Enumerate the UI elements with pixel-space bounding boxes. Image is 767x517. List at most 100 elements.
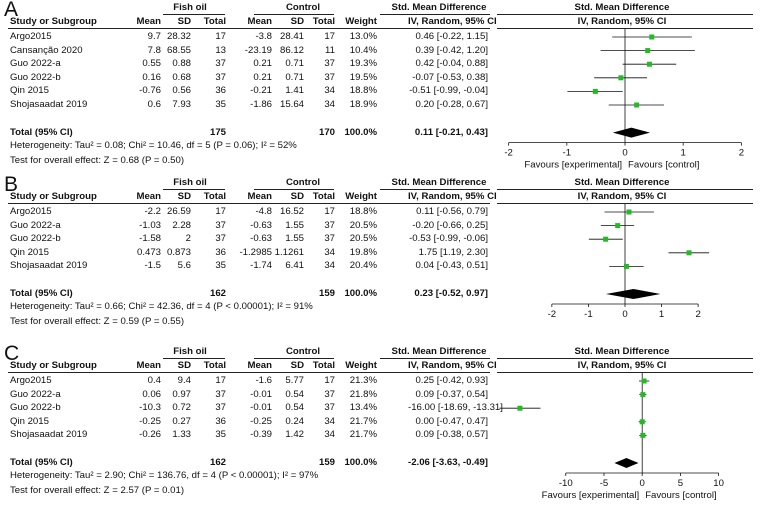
study-t-mean: -1.03 [139, 219, 161, 231]
effect-marker [649, 34, 655, 40]
study-t-total: 36 [215, 85, 226, 97]
study-ci-text: 0.20 [-0.28, 0.67] [415, 99, 488, 110]
study-name: Qin 2015 [10, 246, 49, 258]
study-c-total: 37 [324, 402, 335, 414]
study-t-mean: -0.26 [139, 429, 161, 441]
total-ci: 0.11 [-0.21, 0.43] [414, 126, 488, 138]
heterogeneity-stat: Heterogeneity: Tau² = 2.90; Chi² = 136.7… [10, 470, 319, 481]
study-t-total: 37 [215, 388, 226, 400]
study-c-sd: 1.42 [285, 429, 304, 441]
column-header-c-total: Total [312, 16, 335, 27]
column-header-c-mean: Mean [247, 191, 272, 202]
table-header-rule [8, 372, 490, 373]
total-control-n: 159 [318, 457, 335, 468]
overall-effect-test: Test for overall effect: Z = 2.57 (P = 0… [10, 485, 185, 496]
study-ci-text: 0.39 [-0.42, 1.20] [415, 44, 488, 56]
study-t-mean: -1.5 [144, 260, 161, 272]
effect-subtitle-plot: IV, Random, 95% CI [577, 16, 667, 27]
study-c-sd: 1.55 [285, 233, 304, 245]
column-header-c-sd: SD [290, 191, 304, 202]
column-header-weight: Weight [345, 360, 377, 371]
study-t-sd: 0.56 [172, 85, 191, 97]
study-c-total: 17 [324, 206, 335, 217]
study-c-mean: -0.63 [250, 233, 272, 245]
header-rule-plot [497, 358, 753, 359]
study-c-total: 17 [324, 375, 335, 386]
study-t-total: 35 [215, 260, 226, 272]
study-t-total: 37 [215, 219, 226, 231]
heterogeneity-stat: Heterogeneity: Tau² = 0.66; Chi² = 42.36… [10, 301, 313, 312]
study-t-sd: 0.97 [172, 388, 191, 400]
study-t-sd: 28.32 [166, 31, 191, 42]
plot-header-rule [497, 372, 753, 373]
study-t-sd: 68.55 [166, 44, 191, 56]
total-weight: 100.0% [344, 288, 377, 299]
x-tick-label: -10 [559, 478, 573, 489]
study-c-total: 37 [324, 58, 335, 70]
study-t-total: 13 [215, 44, 226, 56]
column-header-t-sd: SD [177, 191, 191, 202]
study-weight: 21.7% [349, 429, 377, 441]
study-c-sd: 0.54 [285, 402, 304, 414]
study-t-mean: -1.58 [139, 233, 161, 245]
column-header-c-total: Total [312, 360, 335, 371]
pooled-effect-diamond [605, 289, 661, 299]
study-c-mean: -3.8 [255, 31, 272, 42]
effect-title-plot: Std. Mean Difference [574, 177, 670, 188]
study-c-mean: -4.8 [255, 206, 272, 217]
study-t-mean: 0.473 [136, 246, 161, 258]
effect-marker [686, 250, 692, 256]
header-rule-control [254, 14, 334, 15]
x-tick-label: 5 [678, 478, 683, 489]
header-rule-effect [380, 14, 490, 15]
overall-effect-test: Test for overall effect: Z = 0.68 (P = 0… [10, 154, 185, 166]
study-t-mean: 7.8 [147, 44, 161, 56]
forest-panel-c: C Fish oil Control Std. Mean Difference Std.… [0, 342, 767, 514]
study-t-mean: 9.7 [147, 31, 161, 42]
effect-marker [641, 378, 647, 384]
study-t-sd: 5.6 [177, 260, 191, 272]
study-t-mean: 0.16 [142, 71, 161, 83]
study-c-sd: 1.41 [285, 85, 304, 97]
study-c-total: 37 [324, 71, 335, 83]
effect-marker [646, 61, 652, 67]
plot-header-rule [497, 203, 753, 204]
study-name: Cansanção 2020 [10, 44, 83, 56]
study-c-total: 37 [324, 388, 335, 400]
study-ci-text: 1.75 [1.19, 2.30] [418, 246, 488, 258]
x-tick-label: 10 [713, 478, 724, 489]
study-c-total: 34 [324, 85, 335, 97]
total-label: Total (95% CI) [10, 457, 73, 468]
panel-label: A [4, 0, 19, 21]
total-weight: 100.0% [344, 126, 377, 138]
study-c-sd: 6.41 [285, 260, 304, 272]
header-rule-treatment [163, 189, 225, 190]
favours-experimental-label: Favours [experimental] [542, 490, 640, 501]
study-t-sd: 0.88 [172, 58, 191, 70]
study-t-sd: 0.873 [166, 246, 191, 258]
study-ci-text: -0.51 [-0.99, -0.04] [409, 85, 488, 97]
column-header-ci-text: IV, Random, 95% CI [408, 191, 497, 202]
study-weight: 21.7% [349, 415, 377, 427]
study-t-sd: 7.93 [172, 99, 191, 110]
study-name: Argo2015 [10, 31, 52, 42]
study-weight: 19.3% [349, 58, 377, 70]
study-t-mean: 0.06 [142, 388, 161, 400]
header-rule-control [254, 358, 334, 359]
study-c-mean: 0.21 [253, 71, 272, 83]
x-tick-label: -2 [504, 148, 513, 159]
study-c-sd: 0.24 [285, 415, 304, 427]
study-weight: 20.5% [349, 219, 377, 231]
study-name: Shojasaadat 2019 [10, 429, 88, 441]
x-tick-label: 0 [640, 478, 645, 489]
study-weight: 21.3% [349, 375, 377, 386]
study-t-total: 37 [215, 402, 226, 414]
study-c-mean: -0.01 [250, 388, 272, 400]
study-c-total: 34 [324, 429, 335, 441]
pooled-effect-diamond [614, 458, 639, 468]
effect-subtitle-plot: IV, Random, 95% CI [577, 191, 667, 202]
study-name: Guo 2022-b [10, 402, 61, 414]
total-weight: 100.0% [344, 457, 377, 468]
header-rule-control [254, 189, 334, 190]
effect-subtitle-plot: IV, Random, 95% CI [577, 360, 667, 371]
